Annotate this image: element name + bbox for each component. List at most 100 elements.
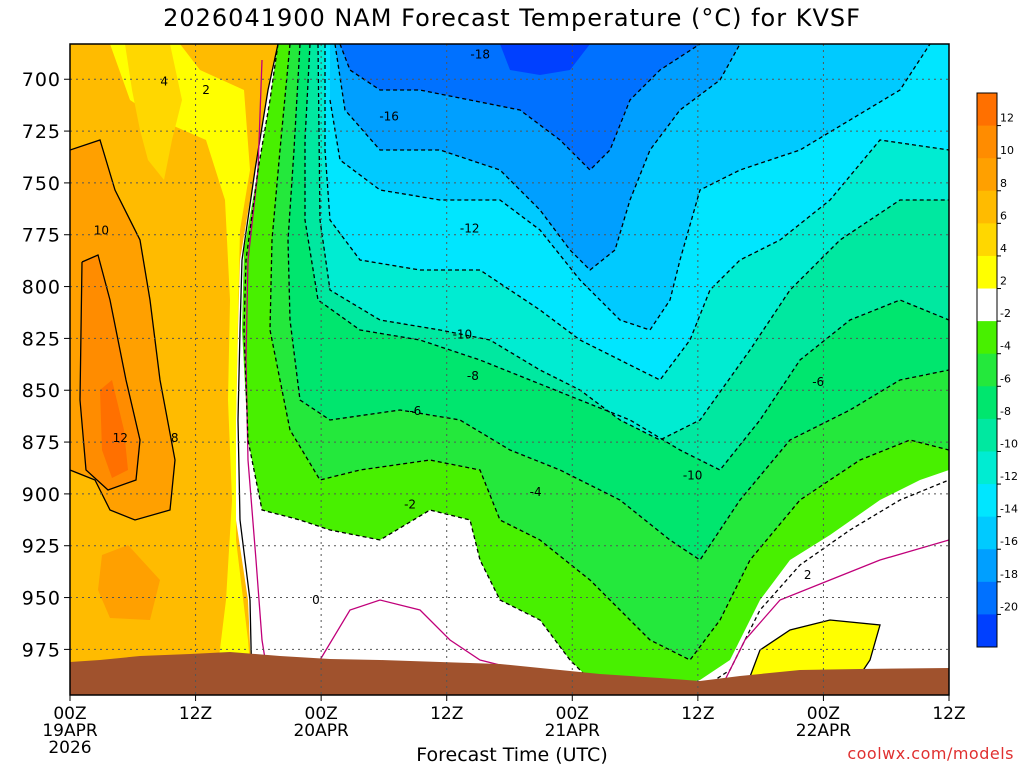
colorbar-swatch [977,516,997,550]
near-zero-pocket-east [700,480,949,690]
colorbar-swatch [977,386,997,420]
warm-4-region [125,44,182,180]
x-tick-label: 12Z [430,704,463,724]
contour-line-8 [70,139,176,521]
x-tick-label: 12Z [179,704,212,724]
colorbar-label: -2 [1000,307,1011,320]
colorbar-swatch [977,288,997,322]
y-tick-label: 900 [22,484,61,506]
contour-label: -2 [404,497,416,511]
contour-label: -4 [530,485,542,499]
contour-label: -10 [453,327,473,341]
x-tick-label: 00Z [305,704,338,724]
y-tick-label: 750 [22,173,61,195]
colorbar-swatch [977,418,997,452]
colorbar-label: -14 [1000,503,1018,516]
x-tick-date: 21APR [545,721,601,741]
contour-line-minus16 [334,44,741,271]
colorbar-swatch [977,484,997,518]
contour-line-2 [237,44,279,691]
x-tick-label: 00Z [807,704,840,724]
colorbar-label: -16 [1000,535,1018,548]
colorbar-label: -12 [1000,470,1018,483]
y-tick-label: 725 [22,121,61,143]
contour-line-minus4 [269,44,949,661]
y-tick-label: 800 [22,277,61,299]
colorbar-label: 6 [1000,209,1007,222]
colorbar-label: 10 [1000,144,1014,157]
contour-label: 2 [804,568,812,582]
contour-line-minus12 [324,44,949,381]
contour-label: -6 [812,375,824,389]
contour-line-minus18 [339,44,701,171]
warm-8-blob [98,545,160,620]
colorbar-swatch [977,321,997,355]
colorbar-swatch [977,581,997,615]
x-axis-label: Forecast Time (UTC) [416,744,608,766]
x-tick-year: 2026 [48,738,91,758]
y-tick-label: 825 [22,328,61,350]
contour-label: 8 [171,431,179,445]
colorbar-label: -18 [1000,568,1018,581]
warm-12-region [100,380,128,478]
colorbar-swatch [977,223,997,257]
colorbar-label: 12 [1000,112,1014,125]
contour-label: 4 [160,74,168,88]
y-tick-label: 975 [22,639,61,661]
colorbar-label: -20 [1000,600,1018,613]
chart-title: 2026041900 NAM Forecast Temperature (°C)… [163,4,861,32]
x-tick-label: 12Z [932,704,965,724]
x-tick-label: 00Z [556,704,589,724]
x-tick-date: 19APR [42,721,98,741]
contour-label: -18 [470,48,490,62]
x-tick-label: 00Z [53,704,86,724]
contour-line-2-east [744,619,881,691]
contour-label: 12 [113,431,128,445]
colorbar-label: -6 [1000,372,1011,385]
y-tick-label: 775 [22,225,61,247]
colorbar-swatch [977,158,997,192]
contour-label: 2 [202,83,210,97]
contour-line-0-east [719,539,949,691]
contour-label: 10 [94,224,109,238]
colorbar-swatch [977,190,997,224]
contour-label: -10 [683,468,703,482]
warm-2-region [110,44,252,690]
y-tick-label: 700 [22,69,61,91]
colorbar-frame [976,92,998,648]
colorbar-swatch [977,549,997,583]
colorbar-label: -10 [1000,437,1018,450]
colorbar-swatch [977,353,997,387]
colorbar-swatch [977,125,997,159]
y-tick-label: 850 [22,380,61,402]
colorbar-swatch [977,255,997,290]
warm-10-region [80,255,140,490]
colorbar-label: -8 [1000,405,1011,418]
y-tick-label: 950 [22,588,61,610]
contour-label: -8 [467,369,479,383]
colorbar-swatch [977,93,997,127]
y-tick-label: 875 [22,432,61,454]
credit-text: coolwx.com/models [847,744,1014,763]
cold-18-region [340,44,700,170]
cold-16-region [335,44,740,270]
contour-label: 0 [312,593,320,607]
plot-frame [69,43,950,696]
colorbar-swatch [977,451,997,485]
colorbar-label: 4 [1000,242,1007,255]
contour-line-minus8 [304,44,949,471]
cold-20-region [500,44,590,75]
x-tick-date: 20APR [293,721,349,741]
contour-line-minus10 [317,44,949,441]
near-zero-pocket [250,520,600,690]
colorbar-label: -4 [1000,340,1011,353]
contour-label: -12 [460,222,480,236]
terrain [70,652,949,695]
x-tick-date: 22APR [796,721,852,741]
contour-label: -6 [409,404,421,418]
colorbar-swatch [977,614,997,648]
colorbar-label: 2 [1000,275,1007,288]
contour-label: -16 [379,110,399,124]
colorbar-label: 8 [1000,177,1007,190]
